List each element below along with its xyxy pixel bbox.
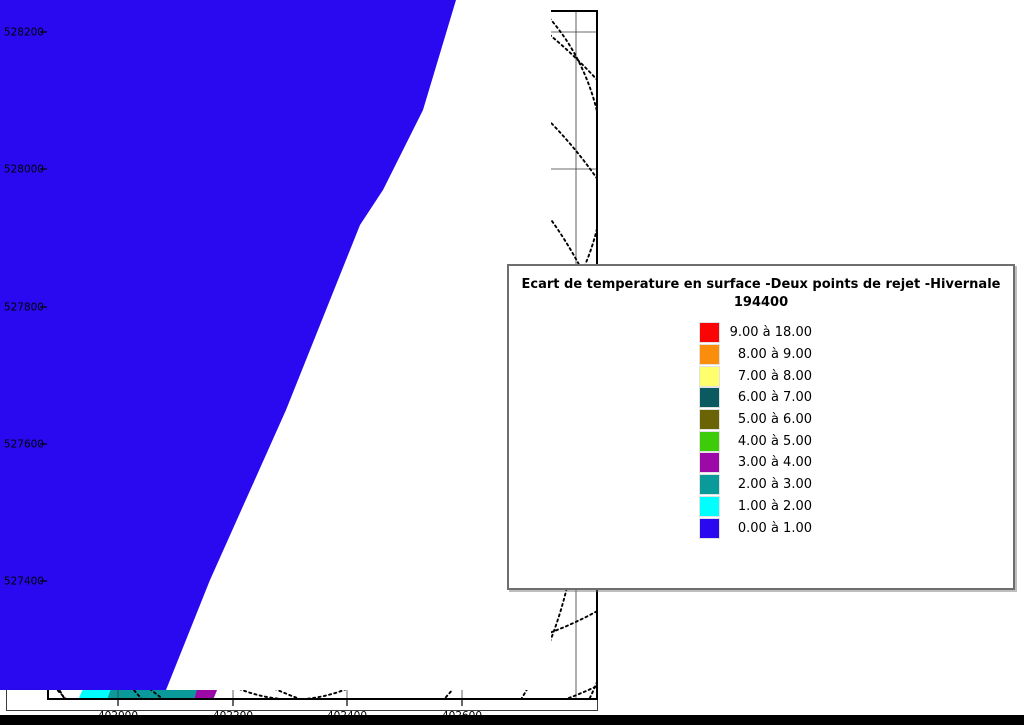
legend-entries: 9.00 à 18.00 8.00 à 9.00 7.00 à 8.00 6.00 à… bbox=[509, 322, 1013, 539]
y-tick-label: 527400 bbox=[4, 576, 44, 588]
legend-row: 5.00 à 6.00 bbox=[509, 409, 1013, 431]
legend-swatch bbox=[700, 388, 719, 408]
legend-row: 4.00 à 5.00 bbox=[509, 430, 1013, 452]
legend-swatch bbox=[700, 496, 719, 516]
legend-swatch bbox=[700, 518, 719, 538]
legend-row: 7.00 à 8.00 bbox=[509, 365, 1013, 387]
y-tick-label: 528000 bbox=[4, 164, 44, 176]
legend-label: 8.00 à 9.00 bbox=[737, 347, 812, 363]
legend-swatch bbox=[700, 431, 719, 451]
legend-swatch bbox=[700, 410, 719, 430]
legend-swatch bbox=[700, 345, 719, 365]
legend-row: 8.00 à 9.00 bbox=[509, 344, 1013, 366]
legend-swatch bbox=[700, 323, 719, 343]
legend-swatch bbox=[700, 453, 719, 473]
legend-row: 0.00 à 1.00 bbox=[509, 517, 1013, 539]
bottom-black-bar bbox=[0, 715, 1024, 725]
legend-label: 2.00 à 3.00 bbox=[737, 477, 812, 493]
y-tick-label: 528200 bbox=[4, 27, 44, 39]
legend-row: 6.00 à 7.00 bbox=[509, 387, 1013, 409]
legend-label: 4.00 à 5.00 bbox=[737, 433, 812, 449]
legend-label: 1.00 à 2.00 bbox=[737, 498, 812, 514]
legend-label: 5.00 à 6.00 bbox=[737, 412, 812, 428]
axis-ticks bbox=[40, 31, 463, 706]
legend-swatch bbox=[700, 366, 719, 386]
legend-subtitle: 194400 bbox=[733, 295, 789, 310]
y-tick-label: 527600 bbox=[4, 439, 44, 451]
legend-box: Ecart de temperature en surface -Deux po… bbox=[507, 264, 1015, 590]
legend-row: 2.00 à 3.00 bbox=[509, 474, 1013, 496]
legend-title: Ecart de temperature en surface -Deux po… bbox=[521, 277, 1001, 292]
legend-label: 9.00 à 18.00 bbox=[729, 325, 812, 341]
legend-label: 6.00 à 7.00 bbox=[737, 390, 812, 406]
legend-row: 1.00 à 2.00 bbox=[509, 496, 1013, 518]
y-tick-label: 527800 bbox=[4, 302, 44, 314]
legend-label: 7.00 à 8.00 bbox=[737, 368, 812, 384]
legend-label: 3.00 à 4.00 bbox=[737, 455, 812, 471]
legend-swatch bbox=[700, 475, 719, 495]
legend-row: 9.00 à 18.00 bbox=[509, 322, 1013, 344]
legend-label: 0.00 à 1.00 bbox=[737, 520, 812, 536]
legend-row: 3.00 à 4.00 bbox=[509, 452, 1013, 474]
sea-region bbox=[0, 0, 456, 690]
